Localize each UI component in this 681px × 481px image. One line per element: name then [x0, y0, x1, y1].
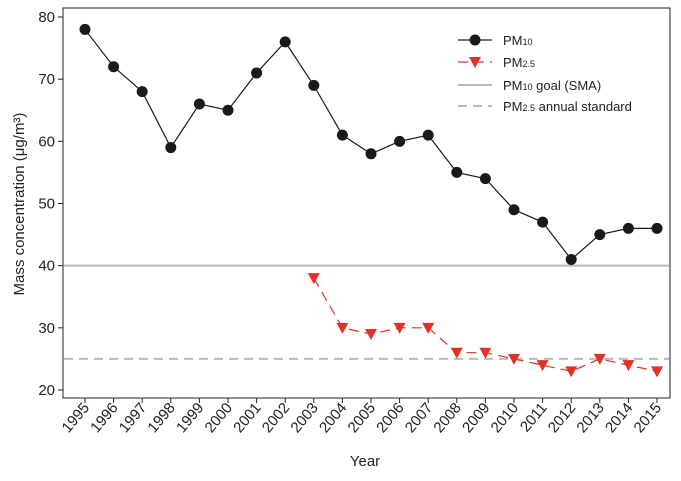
x-tick-label: 1998: [144, 400, 178, 436]
x-tick-label: 2006: [373, 400, 407, 436]
x-tick-label: 1995: [59, 400, 93, 436]
data-point-pm10: [251, 67, 263, 79]
data-point-pm10: [394, 135, 406, 147]
data-point-pm25: [393, 322, 406, 334]
data-point-pm25: [479, 347, 492, 359]
data-point-pm25: [365, 329, 377, 341]
data-point-pm25: [536, 360, 549, 372]
legend-marker-pm10: [469, 34, 481, 46]
y-tick-label: 20: [38, 382, 55, 399]
y-tick-label: 70: [38, 71, 55, 88]
x-tick-label: 1999: [173, 400, 207, 436]
x-tick-label: 2010: [488, 400, 522, 436]
x-tick-label: 2001: [230, 400, 264, 436]
x-tick-label: 2003: [287, 400, 321, 436]
data-point-pm10: [108, 61, 120, 73]
data-point-pm10: [136, 86, 148, 98]
legend-label: PM10 goal (SMA): [503, 78, 601, 93]
x-axis-title: Year: [350, 453, 380, 470]
plot-area-frame: [62, 7, 671, 399]
data-point-pm10: [451, 166, 463, 178]
y-tick-label: 80: [38, 9, 55, 26]
data-point-pm25: [508, 353, 520, 365]
data-point-pm10: [308, 79, 320, 91]
x-tick-label: 2007: [402, 400, 436, 436]
data-point-pm10: [79, 23, 91, 35]
legend-label: PM2.5 annual standard: [503, 99, 632, 114]
data-point-pm10: [651, 222, 663, 234]
x-tick-label: 2012: [545, 400, 579, 436]
x-tick-label: 2005: [345, 400, 379, 436]
data-point-pm25: [565, 366, 578, 378]
y-tick-label: 30: [38, 320, 55, 337]
y-tick-label: 40: [38, 258, 55, 275]
data-point-pm10: [594, 229, 606, 241]
data-point-pm10: [222, 104, 234, 116]
data-point-pm10: [279, 36, 291, 48]
legend-label: PM10: [503, 33, 533, 48]
data-point-pm25: [336, 322, 349, 334]
data-point-pm25: [422, 322, 435, 334]
legend-marker-pm25: [469, 57, 481, 68]
x-tick-label: 2002: [259, 400, 293, 436]
x-tick-label: 2014: [602, 400, 636, 436]
data-point-pm10: [508, 204, 520, 216]
data-point-pm10: [336, 129, 348, 141]
x-tick-label: 1997: [116, 400, 150, 436]
data-point-pm10: [165, 142, 177, 154]
data-point-pm25: [622, 360, 635, 372]
data-point-pm10: [537, 216, 549, 228]
data-point-pm10: [422, 129, 434, 141]
data-point-pm10: [193, 98, 205, 110]
data-point-pm25: [651, 366, 663, 378]
y-axis-title: Mass concentration (μg/m³): [11, 113, 28, 296]
x-tick-label: 1996: [87, 400, 121, 436]
x-tick-label: 2011: [517, 400, 551, 436]
x-tick-label: 2008: [430, 400, 464, 436]
data-point-pm25: [307, 273, 320, 285]
data-point-pm25: [593, 353, 606, 365]
data-point-pm10: [565, 253, 577, 265]
data-point-pm10: [479, 173, 491, 185]
data-point-pm10: [365, 148, 377, 160]
x-tick-label: 2009: [459, 400, 493, 436]
y-tick-label: 60: [38, 133, 55, 150]
data-point-pm10: [622, 222, 634, 234]
y-tick-label: 50: [38, 196, 55, 213]
legend-label: PM2.5: [503, 55, 535, 70]
data-point-pm25: [450, 347, 463, 359]
x-tick-label: 2015: [631, 400, 665, 436]
x-tick-label: 2004: [316, 400, 350, 436]
x-tick-label: 2013: [573, 400, 607, 436]
x-tick-label: 2000: [202, 400, 236, 436]
